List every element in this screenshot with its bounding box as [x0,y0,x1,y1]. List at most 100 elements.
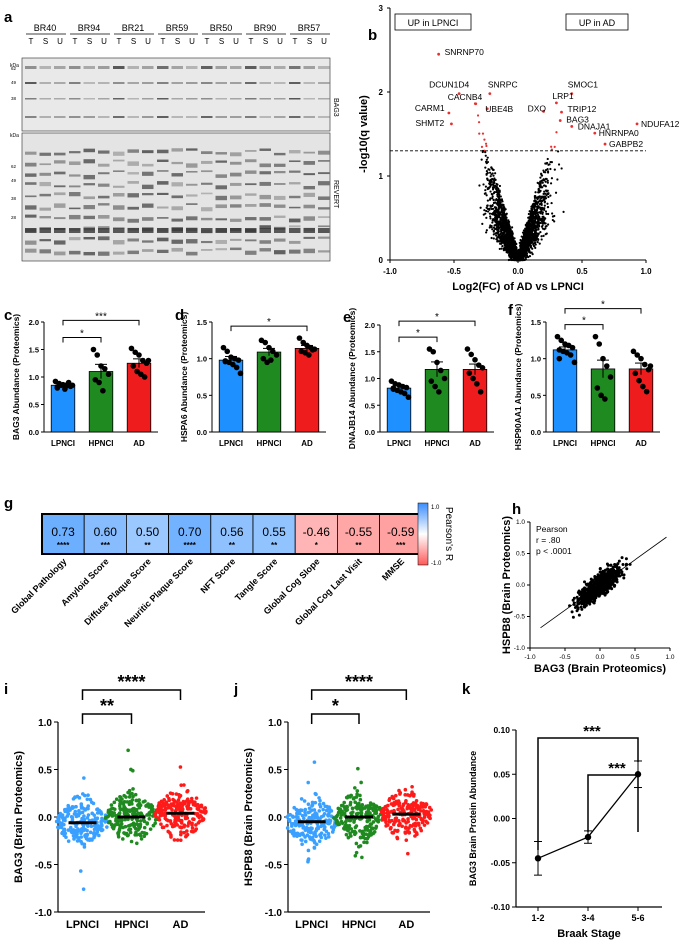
bag3-band [54,98,66,100]
data-point [80,810,85,815]
y-tick-label: 2 [379,88,384,97]
volcano-point [542,221,546,224]
revert-band [274,204,286,208]
data-point [344,832,349,837]
data-point [133,833,137,837]
volcano-point [500,205,503,208]
data-point [436,389,442,395]
revert-band [259,181,271,186]
volcano-point [514,255,517,258]
data-point [321,801,326,806]
data-point [143,799,147,803]
volcano-point [510,239,513,242]
data-point [100,823,104,828]
dot-group-ad [153,765,208,842]
data-point [70,815,75,820]
bag3-band [171,116,183,118]
volcano-point [541,211,544,214]
volcano-point [534,243,537,246]
bag3-band [318,66,330,69]
data-point [79,835,84,839]
revert-band [201,240,213,244]
panel-h-bag3-hspb8-scatter: -1.0 -0.5 0.0 0.5 1.0-1.0-0.50.00.51.0Pearso… [501,516,675,675]
data-point [142,819,147,824]
volcano-point [492,174,495,177]
revert-band [142,171,154,176]
x-tick-label: -0.5 [447,267,461,276]
revert-band [54,217,66,220]
volcano-point [511,226,514,229]
volcano-point [511,254,515,257]
heatmap-cell [41,513,85,555]
volcano-point [508,224,511,227]
revert-band [54,228,66,233]
x-axis-title: BAG3 (Brain Proteomics) [534,663,666,675]
volcano-point [485,231,488,234]
x-tick-label: 1.0 [665,654,674,661]
volcano-point [543,204,546,207]
data-point [260,355,267,362]
volcano-point [544,197,548,200]
revert-band [157,181,169,185]
revert-band [25,228,37,233]
volcano-point [496,193,499,196]
lane-label: U [101,37,107,46]
revert-band [318,196,330,200]
revert-band [98,226,110,230]
data-point [309,830,313,835]
revert-band [215,239,227,244]
revert-band [142,203,154,208]
volcano-point [529,246,532,249]
y-tick-label: 1.0 [38,718,52,729]
volcano-point [485,173,488,176]
revert-band [54,240,66,245]
revert-band [54,192,66,196]
revert-band [201,182,213,185]
significance-bracket [62,319,140,326]
scatter-point [605,576,609,580]
panel-letter-c: c [4,307,12,324]
revert-band [303,204,315,209]
volcano-point [504,244,507,247]
data-point [190,821,194,826]
revert-band [289,182,301,185]
revert-band [245,170,257,174]
data-point [129,822,134,827]
revert-band [259,248,271,252]
volcano-point [492,237,495,240]
data-point [65,814,70,818]
volcano-point [536,181,539,184]
revert-band [157,249,169,254]
data-point [106,820,111,825]
revert-band [318,236,330,239]
data-point [266,344,272,351]
significance-label: * [582,316,586,327]
lane-label: U [145,37,151,46]
data-point [172,824,177,828]
volcano-point [509,258,512,261]
revert-band [201,249,213,251]
data-point [300,339,307,346]
volcano-point [544,227,547,230]
volcano-point [528,255,532,258]
dot-group-lpnci [285,760,339,864]
volcano-point [547,212,550,216]
y-tick-label: 0 [379,256,384,265]
volcano-point [498,189,501,192]
volcano-point [497,210,500,213]
bag3-band [201,66,213,69]
bag3-band [113,82,125,84]
data-point [203,806,208,810]
volcano-point [483,138,486,141]
revert-band [186,251,198,256]
volcano-point [543,208,546,212]
data-point [131,787,135,791]
bar-lpnci [50,384,76,433]
data-point [92,827,97,832]
volcano-point [534,230,537,233]
data-point [428,378,435,384]
bag3-band [54,116,66,118]
bag3-band [259,116,271,118]
revert-band [69,161,81,166]
